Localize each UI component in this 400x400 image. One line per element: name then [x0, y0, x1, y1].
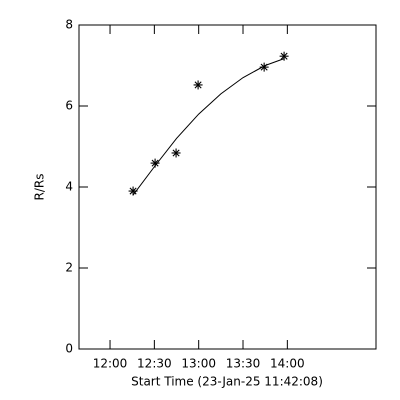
- asterisk-marker: [128, 186, 138, 196]
- y-axis-label: R/Rs: [33, 174, 47, 201]
- x-tick-label: 13:30: [226, 357, 261, 371]
- y-tick-label: 0: [65, 342, 73, 356]
- x-tick-label: 14:00: [270, 357, 305, 371]
- y-tick-label: 4: [65, 180, 73, 194]
- x-tick-label: 12:00: [93, 357, 128, 371]
- asterisk-marker: [279, 51, 289, 61]
- y-tick-label: 2: [65, 261, 73, 275]
- asterisk-stroke: [151, 159, 159, 167]
- asterisk-stroke: [280, 52, 288, 60]
- asterisk-stroke: [172, 149, 180, 157]
- y-tick-label: 6: [65, 99, 73, 113]
- x-axis-label: Start Time (23-Jan-25 11:42:08): [131, 375, 323, 389]
- x-tick-label: 13:00: [181, 357, 216, 371]
- asterisk-marker: [193, 80, 203, 90]
- asterisk-marker: [171, 148, 181, 158]
- y-tick-label: 8: [65, 18, 73, 32]
- asterisk-stroke: [129, 187, 137, 195]
- fit-curve: [132, 58, 285, 196]
- x-tick-label: 12:30: [137, 357, 172, 371]
- asterisk-stroke: [194, 81, 202, 89]
